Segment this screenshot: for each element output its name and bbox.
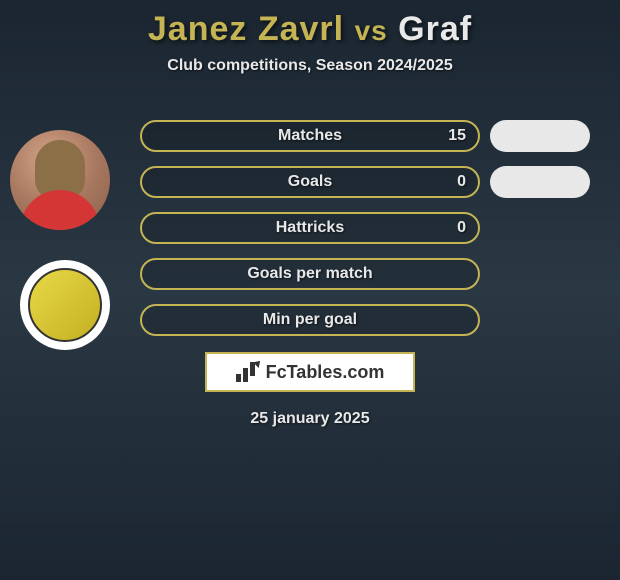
date-label: 25 january 2025 [0, 410, 620, 428]
stat-row-matches: Matches 15 [140, 120, 610, 152]
stat-pill: Min per goal [140, 304, 480, 336]
chart-icon [236, 362, 260, 382]
stat-label: Matches [278, 127, 342, 145]
stat-pill: Matches 15 [140, 120, 480, 152]
vs-label: vs [355, 15, 388, 46]
stat-pill: Goals per match [140, 258, 480, 290]
stat-pill: Goals 0 [140, 166, 480, 198]
stat-row-goals: Goals 0 [140, 166, 610, 198]
brand-text: FcTables.com [266, 362, 385, 383]
stat-label: Goals per match [247, 265, 372, 283]
player2-name: Graf [398, 10, 472, 48]
stat-row-hattricks: Hattricks 0 [140, 212, 610, 244]
comparison-title: Janez Zavrl vs Graf [0, 0, 620, 49]
stat-label: Min per goal [263, 311, 357, 329]
subtitle: Club competitions, Season 2024/2025 [0, 57, 620, 75]
stat-oval [490, 166, 590, 198]
stat-row-mpg: Min per goal [140, 304, 610, 336]
club-badge [20, 260, 110, 350]
stat-value: 0 [457, 219, 466, 237]
player1-name: Janez Zavrl [148, 10, 344, 48]
player-avatar [10, 130, 110, 230]
stats-card: Janez Zavrl vs Graf Club competitions, S… [0, 0, 620, 580]
stats-list: Matches 15 Goals 0 Hattricks 0 Goals per… [140, 120, 610, 350]
stat-oval [490, 120, 590, 152]
stat-row-gpm: Goals per match [140, 258, 610, 290]
stat-pill: Hattricks 0 [140, 212, 480, 244]
stat-value: 15 [448, 127, 466, 145]
stat-value: 0 [457, 173, 466, 191]
stat-label: Hattricks [276, 219, 344, 237]
stat-label: Goals [288, 173, 332, 191]
brand-badge[interactable]: FcTables.com [205, 352, 415, 392]
